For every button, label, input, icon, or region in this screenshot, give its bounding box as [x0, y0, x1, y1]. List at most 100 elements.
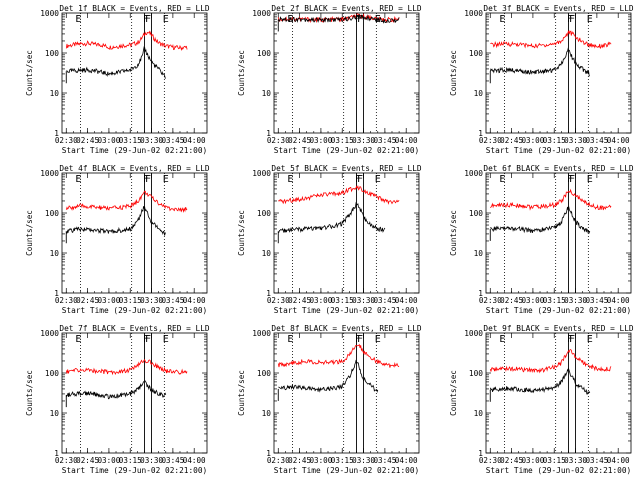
event-marker-label: E [75, 174, 81, 185]
plot-frame [61, 12, 208, 134]
x-tick-label: 02:45 [76, 456, 99, 465]
event-marker-label: F [567, 14, 573, 25]
x-tick-label: 02:30 [479, 456, 502, 465]
y-tick-label: 10 [262, 89, 272, 98]
panel-det-4: Det 4f BLACK = Events, RED = LLD 1 10 100 10… [25, 164, 210, 315]
x-tick-label: 03:30 [564, 296, 587, 305]
event-marker-label: F [355, 334, 361, 345]
y-axis-label: Counts/sec [25, 370, 34, 416]
y-tick-label: 10 [50, 409, 60, 418]
x-tick-label: 03:45 [373, 456, 396, 465]
x-tick-label: 03:30 [352, 296, 375, 305]
panel-det-2: Det 2f BLACK = Events, RED = LLD 1 10 100 10… [237, 4, 422, 155]
event-marker-label: F [145, 334, 151, 345]
event-marker-label: F [355, 14, 361, 25]
series-events-line [66, 205, 167, 236]
plot-frame [273, 172, 420, 294]
x-tick-label: 03:15 [119, 456, 142, 465]
y-tick-label: 1 [478, 129, 483, 138]
y-tick-label: 1000 [464, 169, 483, 178]
x-tick-label: 02:45 [288, 296, 311, 305]
y-tick-label: 1000 [40, 169, 59, 178]
x-tick-label: 02:30 [267, 456, 290, 465]
y-axis-label: Counts/sec [237, 50, 246, 96]
series-lld-line [490, 30, 612, 50]
panel-det-9: Det 9f BLACK = Events, RED = LLD 1 10 100 10… [449, 324, 634, 475]
panel-det-6: Det 6f BLACK = Events, RED = LLD 1 10 100 10… [449, 164, 634, 315]
y-tick-label: 1000 [40, 329, 59, 338]
series-events-line [489, 367, 591, 395]
event-marker-label: F [145, 174, 151, 185]
x-axis-label: Start Time (29-Jun-02 02:21:00) [486, 466, 632, 475]
y-tick-label: 1000 [252, 169, 271, 178]
panel-title: Det 1f BLACK = Events, RED = LLD [59, 4, 210, 13]
series-events-line [65, 380, 167, 400]
x-axis-label: Start Time (29-Jun-02 02:21:00) [62, 466, 208, 475]
event-marker-label: F [355, 174, 361, 185]
x-tick-label: 02:30 [479, 136, 502, 145]
y-axis-label: Counts/sec [449, 370, 458, 416]
x-tick-label: 03:30 [352, 136, 375, 145]
y-tick-label: 1 [54, 289, 59, 298]
event-marker-label: F [143, 174, 149, 185]
event-marker-label: F [143, 14, 149, 25]
y-tick-label: 100 [469, 209, 483, 218]
series-lld-line [65, 190, 188, 213]
x-axis-label: Start Time (29-Jun-02 02:21:00) [274, 146, 420, 155]
event-marker-label: E [375, 334, 381, 345]
y-tick-label: 100 [469, 49, 483, 58]
event-marker-label: E [499, 14, 505, 25]
y-tick-label: 1 [54, 129, 59, 138]
event-marker-label: F [569, 334, 575, 345]
y-tick-label: 100 [257, 209, 271, 218]
plot-frame [485, 12, 632, 134]
y-tick-label: 1000 [464, 9, 483, 18]
y-tick-label: 10 [262, 249, 272, 258]
event-marker-label: F [143, 334, 149, 345]
x-tick-label: 03:45 [161, 296, 184, 305]
y-axis-label: Counts/sec [237, 370, 246, 416]
x-tick-label: 02:30 [267, 296, 290, 305]
event-marker-label: E [587, 174, 593, 185]
y-tick-label: 1 [266, 289, 271, 298]
x-tick-label: 03:00 [97, 296, 120, 305]
panel-title: Det 5f BLACK = Events, RED = LLD [271, 164, 422, 173]
panel-title: Det 6f BLACK = Events, RED = LLD [483, 164, 634, 173]
series-events-line [278, 359, 379, 393]
y-tick-label: 10 [50, 249, 60, 258]
panel-title: Det 8f BLACK = Events, RED = LLD [271, 324, 422, 333]
x-axis-label: Start Time (29-Jun-02 02:21:00) [274, 466, 420, 475]
x-tick-label: 03:00 [309, 456, 332, 465]
y-tick-label: 100 [469, 369, 483, 378]
event-marker-label: F [569, 174, 575, 185]
x-tick-label: 03:15 [119, 296, 142, 305]
event-marker-label: E [287, 14, 293, 25]
x-tick-label: 03:15 [119, 136, 142, 145]
y-tick-label: 1 [266, 449, 271, 458]
event-marker-label: E [75, 334, 81, 345]
x-tick-label: 02:30 [55, 136, 78, 145]
x-axis-label: Start Time (29-Jun-02 02:21:00) [62, 306, 208, 315]
y-tick-label: 100 [45, 369, 59, 378]
event-marker-label: E [499, 174, 505, 185]
event-marker-label: E [287, 174, 293, 185]
x-tick-label: 04:00 [183, 296, 206, 305]
series-events-line [66, 46, 166, 79]
event-marker-label: F [357, 174, 363, 185]
x-tick-label: 02:45 [76, 136, 99, 145]
y-axis-label: Counts/sec [449, 50, 458, 96]
x-tick-label: 03:00 [97, 136, 120, 145]
x-tick-label: 04:00 [183, 136, 206, 145]
x-tick-label: 03:30 [564, 136, 587, 145]
event-marker-label: F [569, 14, 575, 25]
x-tick-label: 03:15 [543, 296, 566, 305]
event-marker-label: E [163, 174, 169, 185]
x-tick-label: 02:45 [76, 296, 99, 305]
y-tick-label: 100 [45, 209, 59, 218]
x-tick-label: 02:45 [500, 296, 523, 305]
x-axis-label: Start Time (29-Jun-02 02:21:00) [486, 146, 632, 155]
x-tick-label: 03:45 [161, 456, 184, 465]
y-axis-label: Counts/sec [25, 50, 34, 96]
x-tick-label: 02:45 [288, 136, 311, 145]
